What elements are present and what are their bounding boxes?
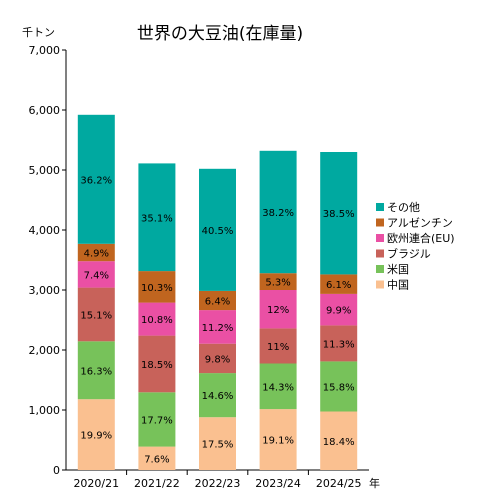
bar-segment-label: 6.1%	[326, 280, 351, 291]
bar-segment-label: 15.8%	[323, 382, 355, 393]
x-category-label: 2023/24	[255, 477, 301, 490]
x-category-label: 2021/22	[134, 477, 180, 490]
y-tick-label: 1,000	[29, 404, 61, 417]
chart-title: 世界の大豆油(在庫量)	[137, 24, 303, 44]
bar-segment	[77, 399, 115, 470]
legend-label: アルゼンチン	[387, 217, 453, 230]
bar-segment	[199, 417, 236, 470]
bar-segment-label: 10.8%	[141, 315, 173, 326]
bar-segment-label: 10.3%	[141, 283, 173, 294]
bar-segment	[199, 373, 236, 418]
bar-segment-label: 19.1%	[262, 436, 294, 447]
legend-swatch	[376, 265, 384, 273]
bar-segment	[138, 271, 176, 303]
bar-segment-label: 9.8%	[205, 354, 230, 365]
x-category-label: 2022/23	[195, 477, 241, 490]
bar-segment-label: 38.5%	[323, 209, 355, 220]
bar-segment-label: 38.2%	[262, 208, 294, 219]
legend-swatch	[376, 218, 384, 227]
bar-stack: 19.9% 16.3% 15.1% 7.4% 4.9% 36.2%	[77, 114, 115, 470]
bar-segment-label: 11%	[267, 342, 289, 353]
bar-segment	[259, 409, 297, 470]
bar-segment-label: 14.6%	[202, 391, 234, 402]
bar-segment	[320, 152, 358, 275]
legend-swatch	[376, 203, 384, 211]
legend-label: ブラジル	[387, 247, 431, 261]
y-tick-label: 2,000	[29, 344, 61, 357]
bar-stack: 18.4% 15.8% 11.3% 9.9% 6.1% 38.5%	[320, 152, 358, 470]
bar-segment	[199, 290, 236, 311]
bar-segment	[259, 150, 297, 274]
bar-segment-label: 35.1%	[141, 213, 173, 224]
bar-segment-label: 7.6%	[144, 454, 169, 465]
bar-segment	[199, 310, 236, 344]
y-tick-label: 6,000	[29, 104, 61, 117]
bar-segment	[259, 273, 297, 290]
bar-segment-label: 14.3%	[262, 382, 294, 393]
bar-segment-label: 11.3%	[323, 339, 355, 350]
bar-segment-label: 17.7%	[141, 415, 173, 426]
bar-segment-label: 9.9%	[326, 306, 351, 317]
bar-segment-label: 17.5%	[202, 440, 234, 451]
bar-segment	[320, 293, 358, 326]
y-tick-label: 7,000	[29, 44, 61, 57]
legend-label: 中国	[387, 279, 409, 292]
legend-label: 米国	[387, 263, 409, 276]
bar-segment-label: 11.2%	[202, 323, 234, 334]
bar-segment-label: 19.9%	[80, 431, 112, 442]
legend-swatch	[376, 249, 384, 258]
bar-segment	[199, 343, 236, 374]
bar-segment	[259, 363, 297, 410]
bar-segment	[138, 446, 176, 470]
bar-segment	[199, 168, 236, 291]
legend-swatch	[376, 234, 384, 242]
bar-segment-label: 7.4%	[84, 270, 109, 281]
bar-segment	[138, 392, 176, 447]
bar-segment	[320, 325, 358, 362]
x-category-label: 2020/21	[73, 477, 119, 490]
bar-segment-label: 36.2%	[80, 175, 112, 186]
bars: 19.9% 16.3% 15.1% 7.4% 4.9% 36.2% 7.6% 17.7% 18.…	[77, 114, 358, 470]
legend-label: 欧州連合(EU)	[387, 231, 455, 245]
bar-segment	[138, 335, 176, 393]
bar-segment-label: 40.5%	[202, 226, 234, 237]
bar-segment-label: 5.3%	[265, 278, 290, 289]
bar-segment-label: 4.9%	[84, 249, 109, 260]
bar-segment-label: 6.4%	[205, 297, 230, 308]
bar-segment	[138, 163, 176, 272]
bar-segment	[77, 341, 115, 400]
legend-swatch	[376, 280, 384, 289]
bar-segment	[77, 243, 115, 262]
bar-segment-label: 18.4%	[323, 437, 355, 448]
bar-segment-label: 16.3%	[80, 366, 112, 377]
axes: 0 1,000 2,000 3,000 4,000 5,000 6,000 7,000 2020…	[29, 44, 369, 490]
bar-stack: 7.6% 17.7% 18.5% 10.8% 10.3% 35.1%	[138, 163, 176, 470]
bar-segment	[320, 361, 358, 412]
bar-stack: 17.5% 14.6% 9.8% 11.2% 6.4% 40.5%	[199, 168, 236, 470]
x-category-label: 2024/25	[316, 477, 362, 490]
y-tick-label: 4,000	[29, 224, 61, 237]
bar-segment-label: 18.5%	[141, 360, 173, 371]
bar-segment	[77, 114, 115, 244]
bar-segment	[259, 328, 297, 364]
bar-segment	[77, 261, 115, 288]
bar-segment-label: 15.1%	[80, 310, 112, 321]
y-tick-label: 5,000	[29, 164, 61, 177]
y-axis-unit: 千トン	[22, 26, 55, 39]
bar-segment	[320, 411, 358, 470]
y-tick-label: 3,000	[29, 284, 61, 297]
x-axis-unit: 年	[369, 476, 380, 490]
bar-segment	[320, 274, 358, 294]
bar-segment-label: 12%	[267, 305, 289, 316]
bar-segment	[138, 302, 176, 336]
bar-stack: 19.1% 14.3% 11% 12% 5.3% 38.2%	[259, 150, 297, 470]
bar-segment	[77, 287, 115, 342]
legend-label: その他	[387, 201, 420, 214]
bar-segment	[259, 290, 297, 329]
y-tick-label: 0	[53, 464, 60, 477]
